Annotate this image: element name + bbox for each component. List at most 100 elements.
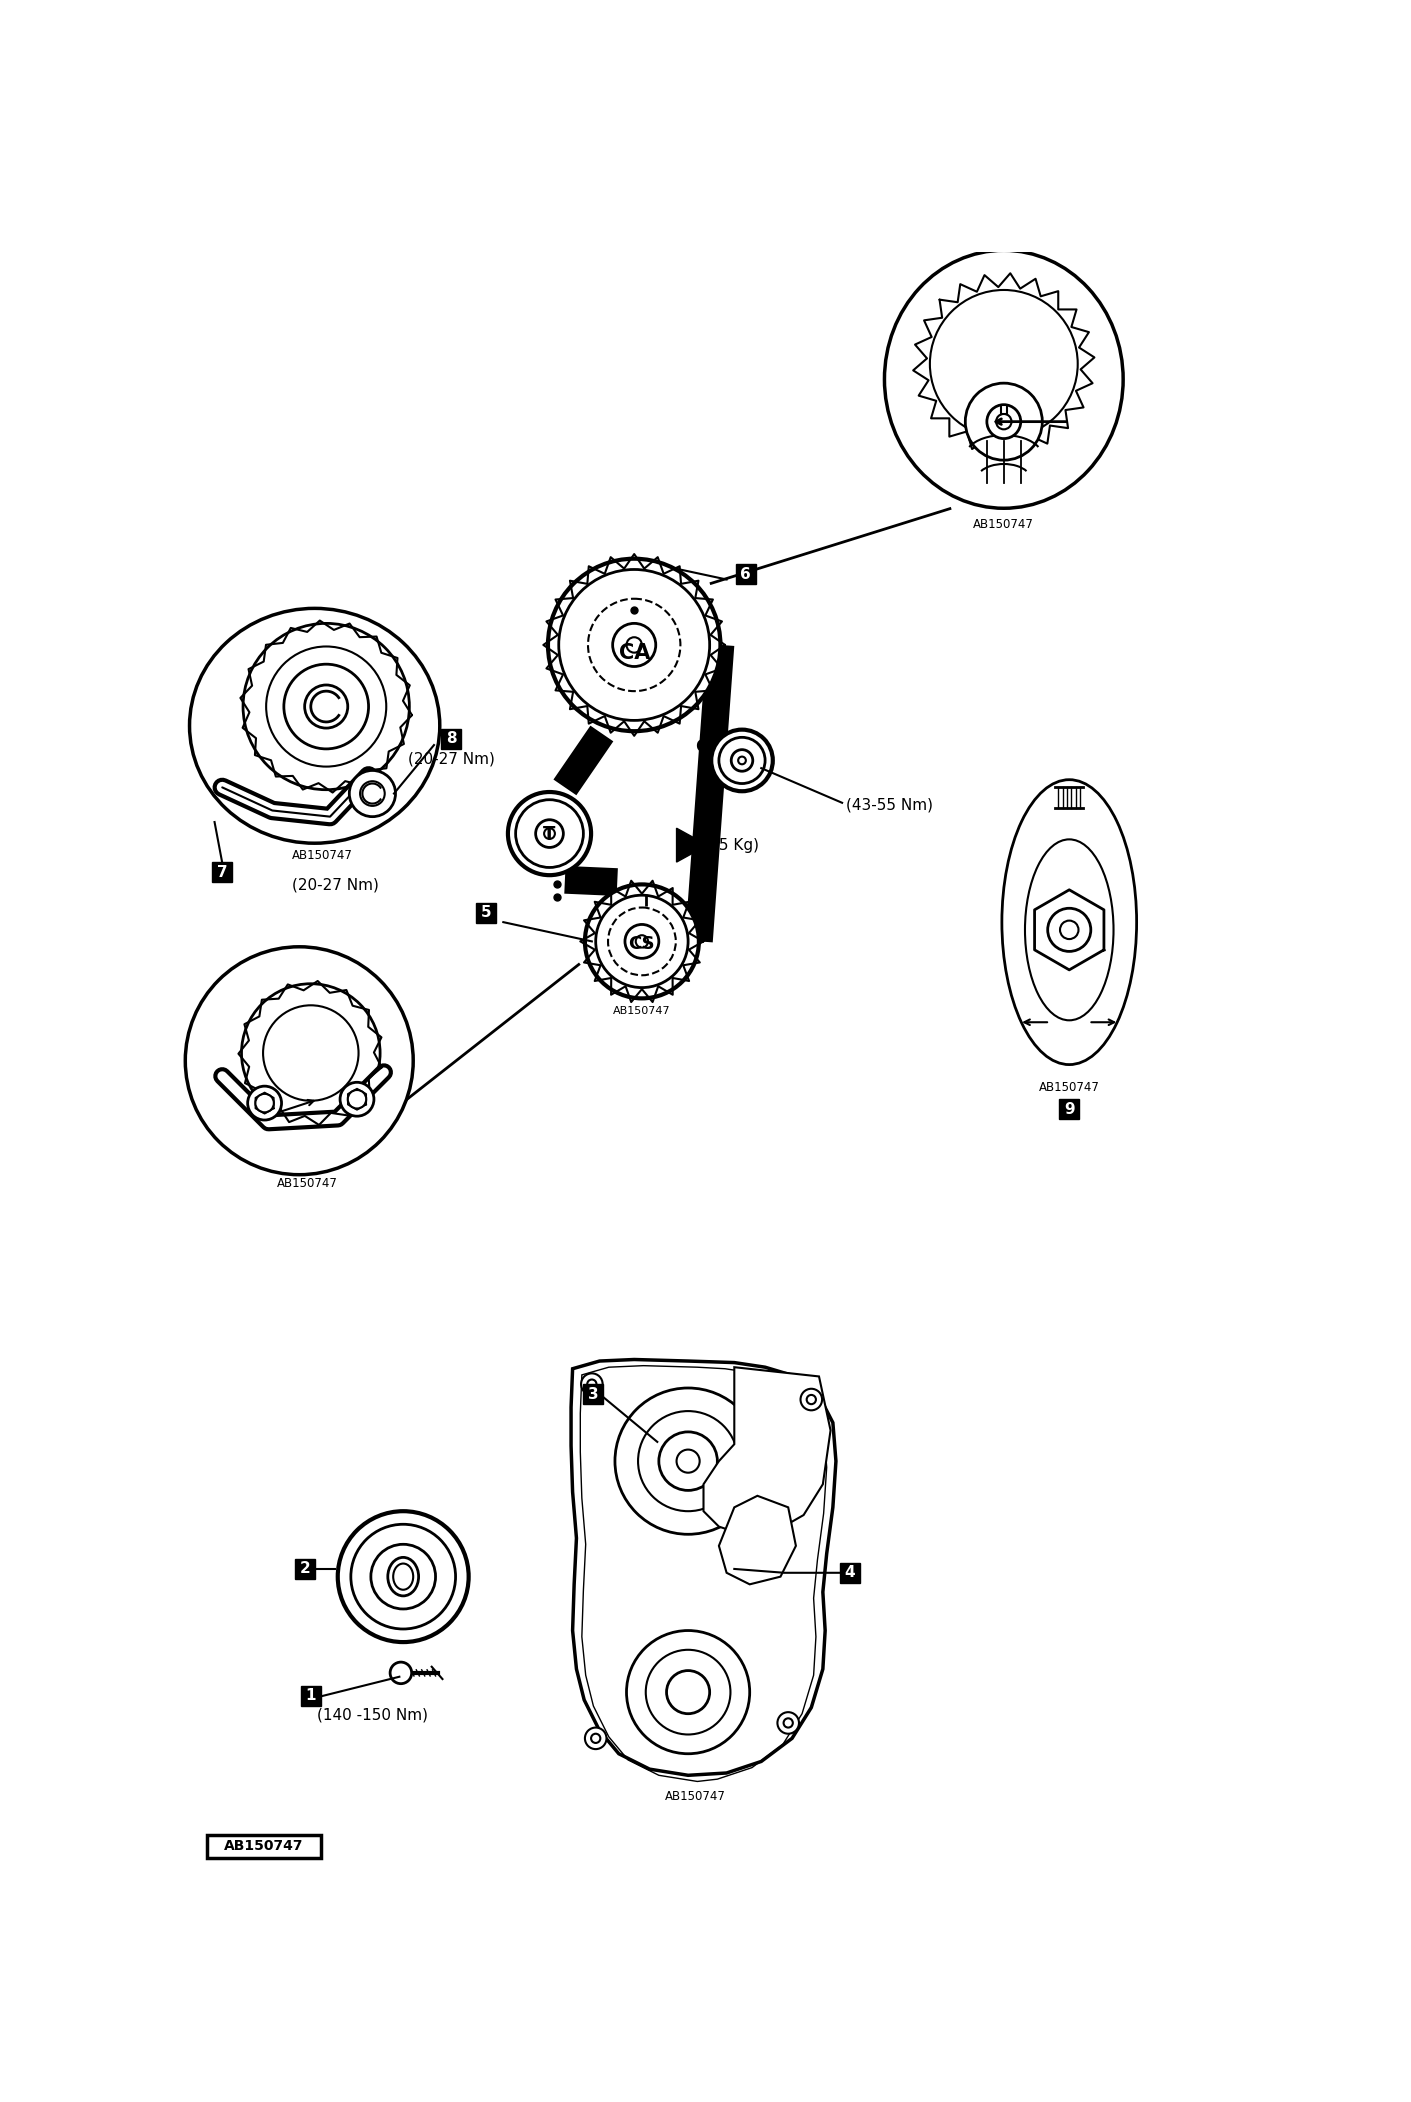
Text: AB150747: AB150747 [1038, 1080, 1099, 1095]
Circle shape [659, 1431, 717, 1490]
Circle shape [515, 799, 583, 868]
Circle shape [738, 757, 746, 765]
Circle shape [591, 1734, 600, 1743]
Text: AB150747: AB150747 [666, 1789, 727, 1804]
Circle shape [731, 750, 753, 771]
Circle shape [371, 1545, 436, 1608]
Polygon shape [1034, 889, 1103, 969]
Text: (20-27 Nm): (20-27 Nm) [292, 879, 378, 893]
Circle shape [800, 1389, 823, 1410]
Text: 5: 5 [481, 906, 491, 921]
Circle shape [1048, 908, 1091, 952]
Circle shape [185, 946, 413, 1175]
Circle shape [718, 738, 765, 784]
Circle shape [284, 664, 368, 748]
Circle shape [625, 925, 659, 959]
Ellipse shape [394, 1564, 413, 1589]
Text: AB150747: AB150747 [277, 1177, 337, 1190]
Circle shape [347, 1091, 367, 1108]
Ellipse shape [885, 250, 1123, 509]
FancyBboxPatch shape [212, 862, 233, 883]
Circle shape [626, 1631, 749, 1753]
Circle shape [267, 647, 387, 767]
Text: 9: 9 [1064, 1101, 1075, 1116]
Circle shape [536, 820, 563, 847]
Circle shape [547, 559, 721, 731]
Text: 6: 6 [741, 568, 751, 582]
Circle shape [350, 771, 395, 818]
Circle shape [638, 1410, 738, 1511]
Circle shape [581, 1373, 602, 1396]
Ellipse shape [189, 607, 440, 843]
Circle shape [255, 1093, 274, 1112]
Text: CA: CA [618, 643, 650, 662]
FancyBboxPatch shape [840, 1562, 859, 1583]
Polygon shape [571, 1360, 835, 1776]
FancyBboxPatch shape [301, 1686, 320, 1707]
Text: 3: 3 [588, 1387, 598, 1402]
Text: AB150747: AB150747 [224, 1839, 303, 1854]
Circle shape [243, 624, 409, 790]
Text: 7: 7 [217, 864, 227, 879]
FancyBboxPatch shape [737, 563, 756, 584]
Circle shape [930, 290, 1078, 437]
Circle shape [559, 570, 710, 721]
Circle shape [241, 984, 380, 1122]
Circle shape [777, 1713, 799, 1734]
Text: CS: CS [628, 935, 655, 954]
Polygon shape [704, 1366, 831, 1534]
Circle shape [340, 1083, 374, 1116]
Circle shape [608, 908, 676, 975]
Circle shape [545, 828, 555, 839]
Polygon shape [718, 1497, 796, 1585]
Circle shape [711, 729, 773, 790]
FancyBboxPatch shape [295, 1560, 315, 1579]
FancyBboxPatch shape [583, 1383, 604, 1404]
Circle shape [666, 1671, 710, 1713]
Circle shape [360, 782, 385, 805]
Circle shape [586, 885, 698, 998]
Text: 8: 8 [446, 731, 456, 746]
Circle shape [612, 624, 656, 666]
Circle shape [305, 685, 347, 727]
Ellipse shape [1002, 780, 1137, 1064]
Ellipse shape [1024, 839, 1113, 1019]
Text: 4: 4 [845, 1566, 855, 1581]
Circle shape [595, 895, 689, 988]
FancyBboxPatch shape [1060, 1099, 1079, 1118]
Text: 1: 1 [306, 1688, 316, 1703]
Text: (140 -150 Nm): (140 -150 Nm) [317, 1707, 428, 1724]
Circle shape [351, 1524, 456, 1629]
Text: AB150747: AB150747 [614, 1005, 670, 1015]
Text: (43-55 Nm): (43-55 Nm) [847, 797, 933, 813]
Circle shape [646, 1650, 731, 1734]
Circle shape [1060, 921, 1078, 940]
Circle shape [986, 406, 1020, 439]
FancyBboxPatch shape [477, 904, 497, 923]
Circle shape [586, 1728, 607, 1749]
Circle shape [676, 1450, 700, 1474]
Circle shape [996, 414, 1012, 429]
FancyBboxPatch shape [440, 729, 461, 748]
FancyBboxPatch shape [207, 1835, 320, 1858]
Text: AB150747: AB150747 [292, 849, 353, 862]
Circle shape [636, 935, 648, 948]
Text: T: T [543, 824, 556, 843]
Circle shape [807, 1396, 816, 1404]
Circle shape [337, 1511, 468, 1642]
FancyBboxPatch shape [1000, 406, 1007, 414]
Circle shape [626, 637, 642, 652]
Text: (20-27 Nm): (20-27 Nm) [408, 750, 494, 767]
Text: AB150747: AB150747 [974, 517, 1034, 530]
Circle shape [389, 1663, 412, 1684]
Circle shape [965, 383, 1043, 460]
Circle shape [508, 792, 591, 874]
Circle shape [587, 1379, 597, 1389]
Circle shape [783, 1717, 793, 1728]
Text: 2: 2 [299, 1562, 310, 1576]
Circle shape [262, 1005, 358, 1101]
Polygon shape [676, 828, 707, 862]
Text: G: G [696, 738, 708, 755]
Text: (5 Kg): (5 Kg) [713, 837, 759, 853]
Circle shape [615, 1387, 762, 1534]
